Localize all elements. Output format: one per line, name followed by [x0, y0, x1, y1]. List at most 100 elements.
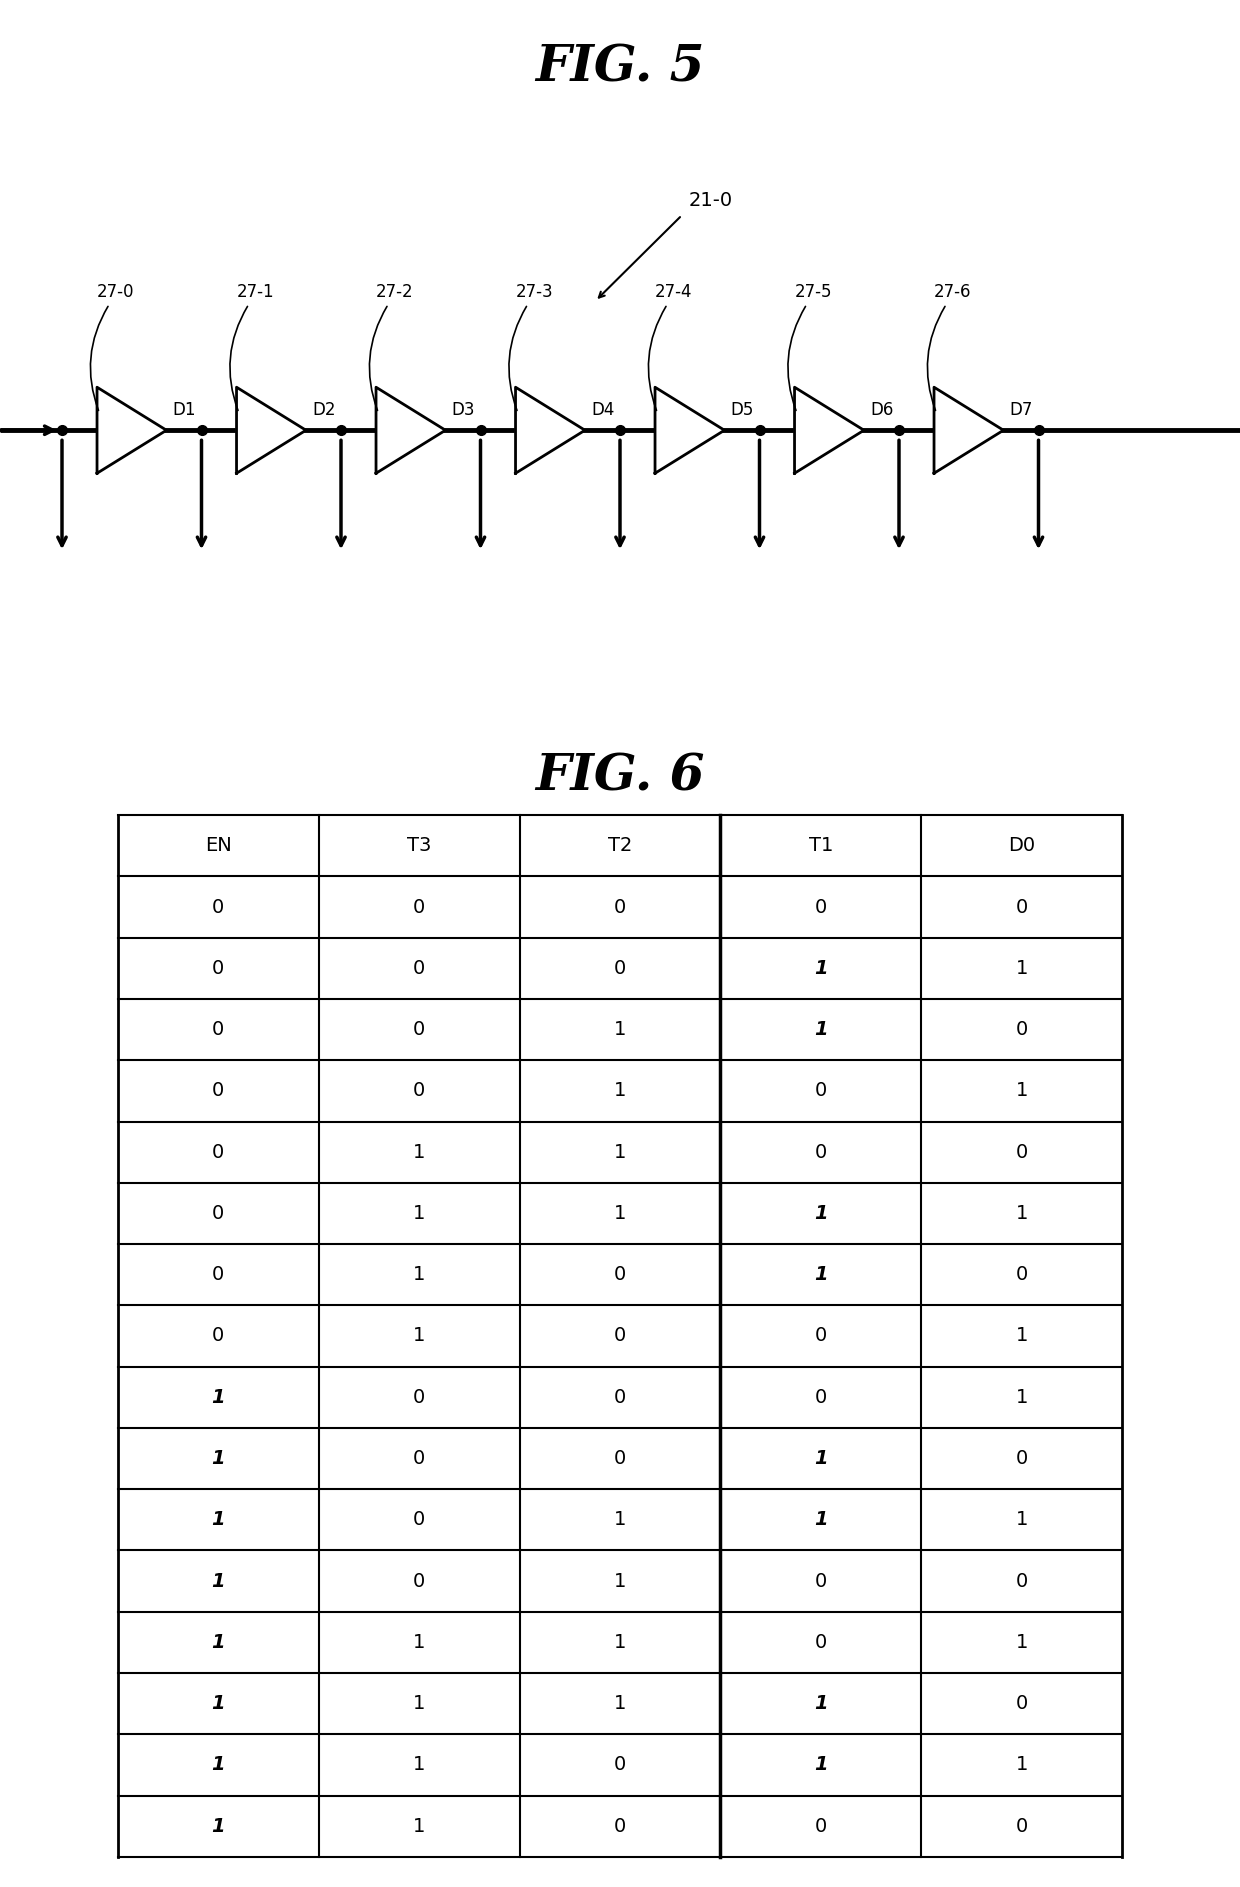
Text: D7: D7	[1009, 400, 1033, 419]
Text: 0: 0	[413, 1510, 425, 1528]
Text: 1: 1	[815, 1264, 827, 1285]
Text: 0: 0	[212, 1327, 224, 1345]
Text: 0: 0	[413, 898, 425, 917]
Text: 1: 1	[1016, 1327, 1028, 1345]
Text: 1: 1	[815, 1510, 827, 1528]
Text: 0: 0	[413, 959, 425, 977]
Text: 0: 0	[614, 898, 626, 917]
Text: 0: 0	[1016, 1449, 1028, 1468]
Text: 1: 1	[212, 1632, 224, 1651]
Text: 0: 0	[1016, 1144, 1028, 1162]
Text: 27-4: 27-4	[655, 283, 692, 302]
Text: 1: 1	[413, 1817, 425, 1836]
Text: 1: 1	[815, 1021, 827, 1040]
Text: 0: 0	[614, 959, 626, 977]
Text: D0: D0	[1008, 836, 1035, 855]
Text: 0: 0	[815, 1572, 827, 1591]
Text: 0: 0	[614, 1264, 626, 1285]
Text: 0: 0	[614, 1449, 626, 1468]
Text: 0: 0	[1016, 1817, 1028, 1836]
Text: 1: 1	[614, 1144, 626, 1162]
Text: 1: 1	[614, 1204, 626, 1223]
Text: 1: 1	[1016, 1510, 1028, 1528]
Text: 1: 1	[815, 959, 827, 977]
Text: 0: 0	[413, 1572, 425, 1591]
Text: 1: 1	[1016, 1632, 1028, 1651]
Text: 0: 0	[1016, 1264, 1028, 1285]
Polygon shape	[655, 387, 724, 474]
Text: 0: 0	[815, 1387, 827, 1408]
Text: 1: 1	[413, 1144, 425, 1162]
Text: 1: 1	[614, 1632, 626, 1651]
Text: 0: 0	[1016, 1021, 1028, 1040]
Text: 0: 0	[212, 1264, 224, 1285]
Text: 27-2: 27-2	[376, 283, 413, 302]
Text: 1: 1	[413, 1327, 425, 1345]
Text: 0: 0	[614, 1817, 626, 1836]
Text: 0: 0	[614, 1327, 626, 1345]
Text: 0: 0	[614, 1755, 626, 1774]
Text: 0: 0	[413, 1449, 425, 1468]
Text: 27-6: 27-6	[934, 283, 971, 302]
Text: 0: 0	[815, 1081, 827, 1100]
Text: D6: D6	[870, 400, 894, 419]
Text: 0: 0	[413, 1387, 425, 1408]
Text: 1: 1	[212, 1510, 224, 1528]
Text: 1: 1	[815, 1204, 827, 1223]
Text: 1: 1	[212, 1755, 224, 1774]
Text: 21-0: 21-0	[688, 191, 733, 209]
Text: 0: 0	[815, 1144, 827, 1162]
Polygon shape	[934, 387, 1003, 474]
Text: 27-1: 27-1	[237, 283, 274, 302]
Text: 0: 0	[614, 1387, 626, 1408]
Text: 0: 0	[413, 1081, 425, 1100]
Text: 0: 0	[1016, 898, 1028, 917]
Text: 1: 1	[815, 1755, 827, 1774]
Text: 1: 1	[413, 1632, 425, 1651]
Text: 0: 0	[815, 1327, 827, 1345]
Text: 0: 0	[212, 1021, 224, 1040]
Text: 1: 1	[1016, 1387, 1028, 1408]
Text: T2: T2	[608, 836, 632, 855]
Text: 0: 0	[212, 898, 224, 917]
Text: D3: D3	[451, 400, 475, 419]
Text: 1: 1	[212, 1449, 224, 1468]
Text: 1: 1	[614, 1695, 626, 1713]
Text: 27-5: 27-5	[795, 283, 832, 302]
Text: 1: 1	[413, 1204, 425, 1223]
Text: 1: 1	[212, 1695, 224, 1713]
Polygon shape	[795, 387, 864, 474]
Text: 1: 1	[212, 1572, 224, 1591]
Text: 1: 1	[212, 1387, 224, 1408]
Text: 0: 0	[1016, 1695, 1028, 1713]
Text: 1: 1	[815, 1449, 827, 1468]
Text: FIG. 6: FIG. 6	[536, 753, 704, 802]
Text: EN: EN	[205, 836, 232, 855]
Text: 1: 1	[1016, 959, 1028, 977]
Text: FIG. 5: FIG. 5	[536, 43, 704, 92]
Text: D2: D2	[312, 400, 336, 419]
Text: 0: 0	[212, 959, 224, 977]
Text: 0: 0	[815, 1817, 827, 1836]
Text: D5: D5	[730, 400, 754, 419]
Text: 0: 0	[212, 1204, 224, 1223]
Text: 1: 1	[614, 1081, 626, 1100]
Text: 1: 1	[1016, 1204, 1028, 1223]
Text: D1: D1	[172, 400, 196, 419]
Text: 0: 0	[1016, 1572, 1028, 1591]
Text: 1: 1	[413, 1264, 425, 1285]
Text: 0: 0	[815, 1632, 827, 1651]
Text: 0: 0	[815, 898, 827, 917]
Text: 0: 0	[413, 1021, 425, 1040]
Text: 27-0: 27-0	[97, 283, 134, 302]
Text: 1: 1	[413, 1755, 425, 1774]
Text: 1: 1	[815, 1695, 827, 1713]
Polygon shape	[97, 387, 166, 474]
Text: 0: 0	[212, 1144, 224, 1162]
Text: T3: T3	[407, 836, 432, 855]
Text: T1: T1	[808, 836, 833, 855]
Text: 1: 1	[614, 1021, 626, 1040]
Text: D4: D4	[591, 400, 615, 419]
Text: 1: 1	[413, 1695, 425, 1713]
Text: 27-3: 27-3	[516, 283, 553, 302]
